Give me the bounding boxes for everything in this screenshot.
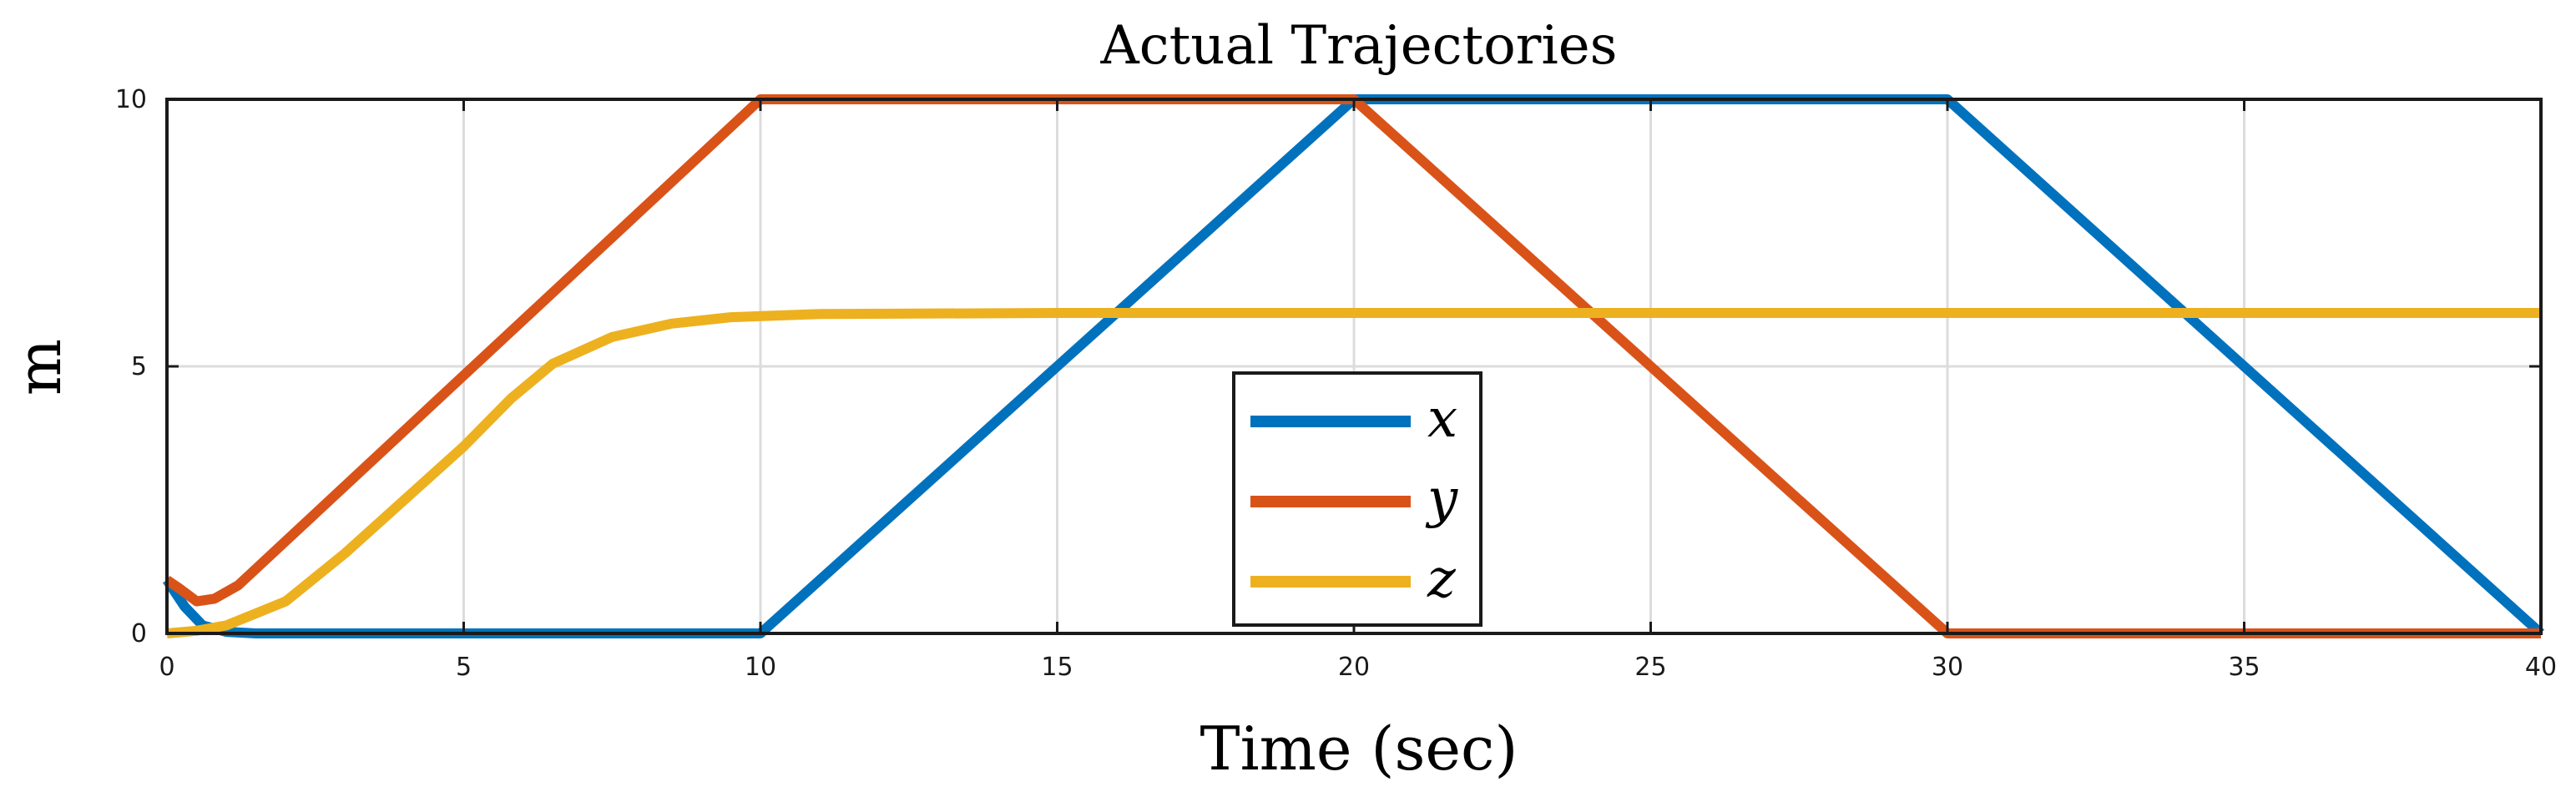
x-tick-label: 15 (1041, 653, 1073, 682)
x-axis-label: Time (sec) (1200, 714, 1518, 784)
x-tick-label: 0 (159, 653, 174, 682)
x-tick-label: 10 (745, 653, 776, 682)
legend-label-z: z (1427, 548, 1457, 610)
x-tick-label: 40 (2525, 653, 2557, 682)
y-axis-label: m (4, 339, 74, 396)
series-line-z (166, 308, 2541, 638)
y-tick-label: 0 (131, 619, 147, 648)
x-tick-label: 5 (456, 653, 472, 682)
series-line-y (164, 94, 2541, 638)
axis-ticks: 0 5 10 15 20 25 30 35 40 0 5 10 (115, 85, 2557, 682)
y-tick-label: 10 (115, 85, 147, 114)
x-tick-label: 20 (1338, 653, 1370, 682)
x-tick-label: 30 (1932, 653, 1963, 682)
y-tick-label: 5 (131, 352, 147, 381)
x-tick-label: 25 (1634, 653, 1666, 682)
legend-label-y: y (1425, 468, 1458, 530)
x-tick-label: 35 (2228, 653, 2260, 682)
legend: xyz (1232, 371, 1482, 627)
legend-label-x: x (1427, 388, 1457, 450)
chart-title: Actual Trajectories (1100, 15, 1618, 77)
